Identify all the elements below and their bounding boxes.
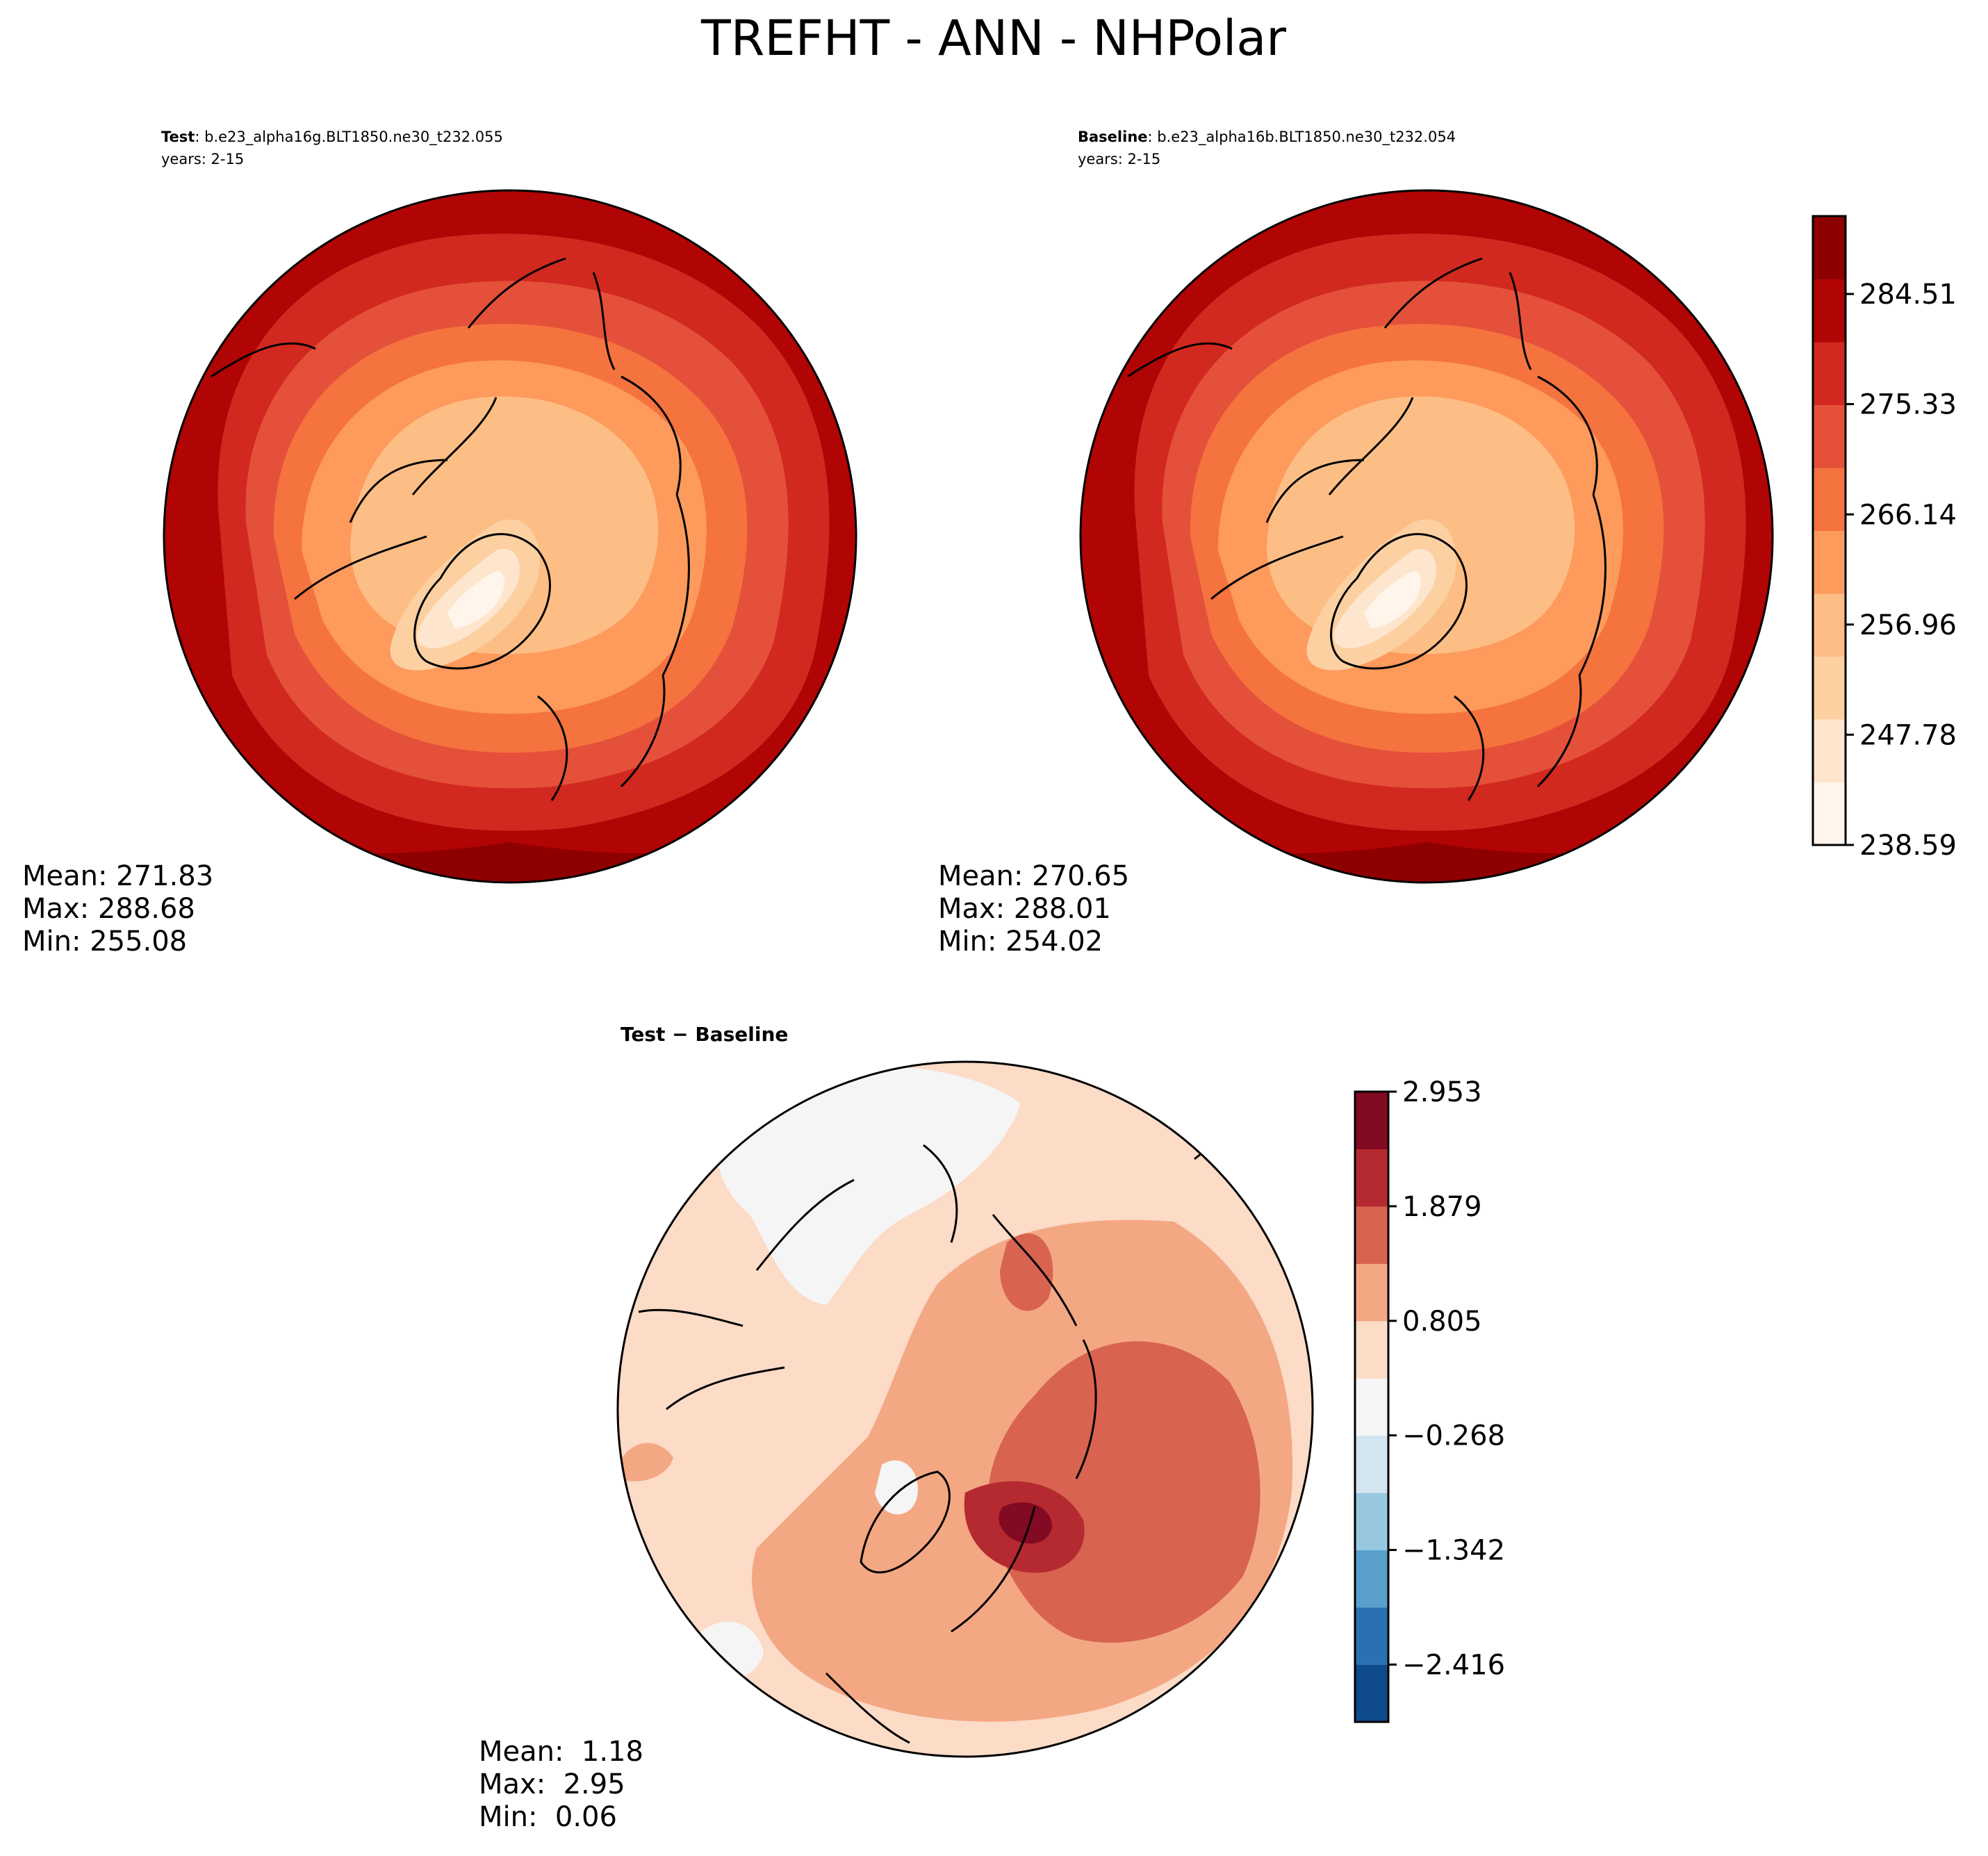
colorbar-diff-swatch bbox=[1355, 1664, 1388, 1723]
baseline-panel-label: Baseline: b.e23_alpha16b.BLT1850.ne30_t2… bbox=[1078, 129, 1456, 146]
test-label-text: : b.e23_alpha16g.BLT1850.ne30_t232.055 bbox=[195, 129, 503, 146]
test-stat-mean: Mean: 271.83 bbox=[22, 860, 213, 892]
colorbar-main-swatch bbox=[1813, 530, 1846, 594]
colorbar-main: 238.59 247.78 256.96 266.14 275.33 284.51 bbox=[1812, 215, 1957, 862]
colorbar-main-swatch bbox=[1813, 279, 1846, 343]
test-panel-label: Test: b.e23_alpha16g.BLT1850.ne30_t232.0… bbox=[161, 129, 503, 146]
test-map-border bbox=[163, 189, 857, 884]
baseline-stat-mean: Mean: 270.65 bbox=[938, 860, 1129, 892]
diff-panel-label: Test − Baseline bbox=[621, 1023, 788, 1046]
colorbar-diff-frame bbox=[1354, 1090, 1390, 1723]
test-stat-max: Max: 288.68 bbox=[22, 893, 195, 925]
diff-panel: Test − Baseline Mean: 1.18 Max: 2.95 Min… bbox=[479, 1023, 1314, 1833]
colorbar-main-tick-label: 247.78 bbox=[1859, 719, 1957, 751]
colorbar-diff-swatch bbox=[1355, 1493, 1388, 1551]
diff-map bbox=[618, 1062, 1313, 1757]
baseline-label-text: : b.e23_alpha16b.BLT1850.ne30_t232.054 bbox=[1148, 129, 1456, 146]
diff-stat-max: Max: 2.95 bbox=[479, 1768, 625, 1800]
colorbar-diff-tick-label: 1.879 bbox=[1402, 1191, 1482, 1223]
test-years: years: 2-15 bbox=[161, 151, 244, 167]
test-map bbox=[164, 190, 856, 882]
baseline-map-border bbox=[1079, 189, 1774, 884]
diff-stat-min: Min: 0.06 bbox=[479, 1801, 617, 1833]
colorbar-diff-swatch bbox=[1355, 1149, 1388, 1207]
colorbar-diff: 2.953 1.879 0.805 −0.268 −1.342 −2.416 bbox=[1354, 1076, 1505, 1723]
test-stat-min: Min: 255.08 bbox=[22, 926, 187, 958]
colorbar-main-swatch bbox=[1813, 404, 1846, 468]
colorbar-main-swatch bbox=[1813, 656, 1846, 720]
colorbar-diff-swatch bbox=[1355, 1320, 1388, 1379]
diff-label-bold: Test − Baseline bbox=[621, 1023, 788, 1046]
baseline-label-bold: Baseline bbox=[1078, 129, 1148, 145]
colorbar-main-tick-label: 284.51 bbox=[1859, 279, 1957, 311]
colorbar-main-swatch bbox=[1813, 342, 1846, 405]
colorbar-diff-tick-label: 2.953 bbox=[1402, 1076, 1482, 1108]
baseline-stat-min: Min: 254.02 bbox=[938, 926, 1103, 958]
colorbar-diff-swatch bbox=[1355, 1550, 1388, 1608]
colorbar-main-swatch bbox=[1813, 782, 1846, 846]
colorbar-diff-swatch bbox=[1355, 1092, 1388, 1149]
colorbar-main-tick-label: 266.14 bbox=[1859, 499, 1957, 531]
diff-stat-mean: Mean: 1.18 bbox=[479, 1736, 643, 1768]
diff-map-border bbox=[616, 1060, 1314, 1758]
figure-title: TREFHT - ANN - NHPolar bbox=[700, 10, 1286, 67]
colorbar-main-swatch bbox=[1813, 719, 1846, 782]
baseline-years: years: 2-15 bbox=[1078, 151, 1160, 167]
colorbar-diff-swatch bbox=[1355, 1263, 1388, 1322]
colorbar-main-swatch bbox=[1813, 468, 1846, 531]
colorbar-main-tick-label: 256.96 bbox=[1859, 609, 1957, 641]
baseline-map bbox=[1081, 190, 1773, 882]
colorbar-diff-swatch bbox=[1355, 1607, 1388, 1666]
colorbar-main-swatch bbox=[1813, 593, 1846, 657]
colorbar-diff-tick-label: −2.416 bbox=[1402, 1650, 1505, 1682]
test-panel: Test: b.e23_alpha16g.BLT1850.ne30_t232.0… bbox=[22, 129, 857, 958]
baseline-stat-max: Max: 288.01 bbox=[938, 893, 1111, 925]
colorbar-main-swatch bbox=[1813, 216, 1846, 279]
test-label-bold: Test bbox=[161, 129, 195, 145]
colorbar-main-frame bbox=[1812, 215, 1847, 846]
colorbar-diff-swatch bbox=[1355, 1378, 1388, 1436]
colorbar-diff-tick-label: −1.342 bbox=[1402, 1535, 1505, 1567]
baseline-panel: Baseline: b.e23_alpha16b.BLT1850.ne30_t2… bbox=[938, 129, 1774, 958]
colorbar-diff-tick-label: 0.805 bbox=[1402, 1306, 1482, 1338]
colorbar-main-tick-label: 238.59 bbox=[1859, 830, 1957, 862]
colorbar-main-tick-label: 275.33 bbox=[1859, 389, 1957, 421]
colorbar-diff-swatch bbox=[1355, 1435, 1388, 1493]
colorbar-diff-tick-label: −0.268 bbox=[1402, 1420, 1505, 1452]
colorbar-diff-swatch bbox=[1355, 1206, 1388, 1264]
